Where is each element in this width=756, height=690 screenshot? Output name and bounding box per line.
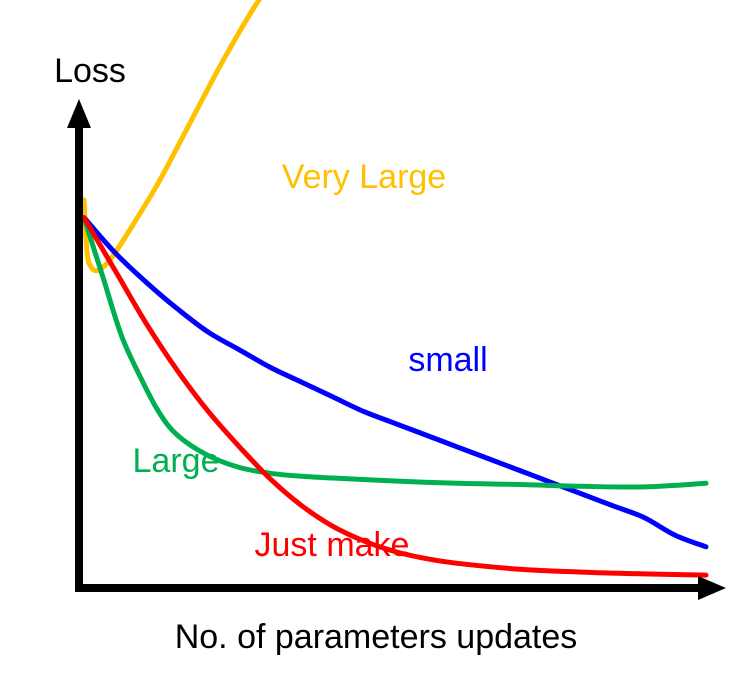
series-layer bbox=[81, 0, 709, 578]
series-label-small: small bbox=[408, 341, 487, 379]
x-axis-arrowhead bbox=[698, 576, 726, 600]
y-axis-arrowhead bbox=[67, 99, 91, 128]
series-line-small bbox=[81, 215, 709, 550]
x-axis-title: No. of parameters updates bbox=[175, 618, 578, 656]
series-label-very-large: Very Large bbox=[282, 158, 446, 196]
y-axis-title: Loss bbox=[54, 52, 126, 90]
series-line-very-large bbox=[81, 0, 263, 274]
series-label-just-make: Just make bbox=[255, 526, 410, 564]
series-line-large bbox=[81, 215, 709, 490]
series-label-large: Large bbox=[133, 442, 220, 480]
series-line-just-make bbox=[81, 215, 709, 578]
